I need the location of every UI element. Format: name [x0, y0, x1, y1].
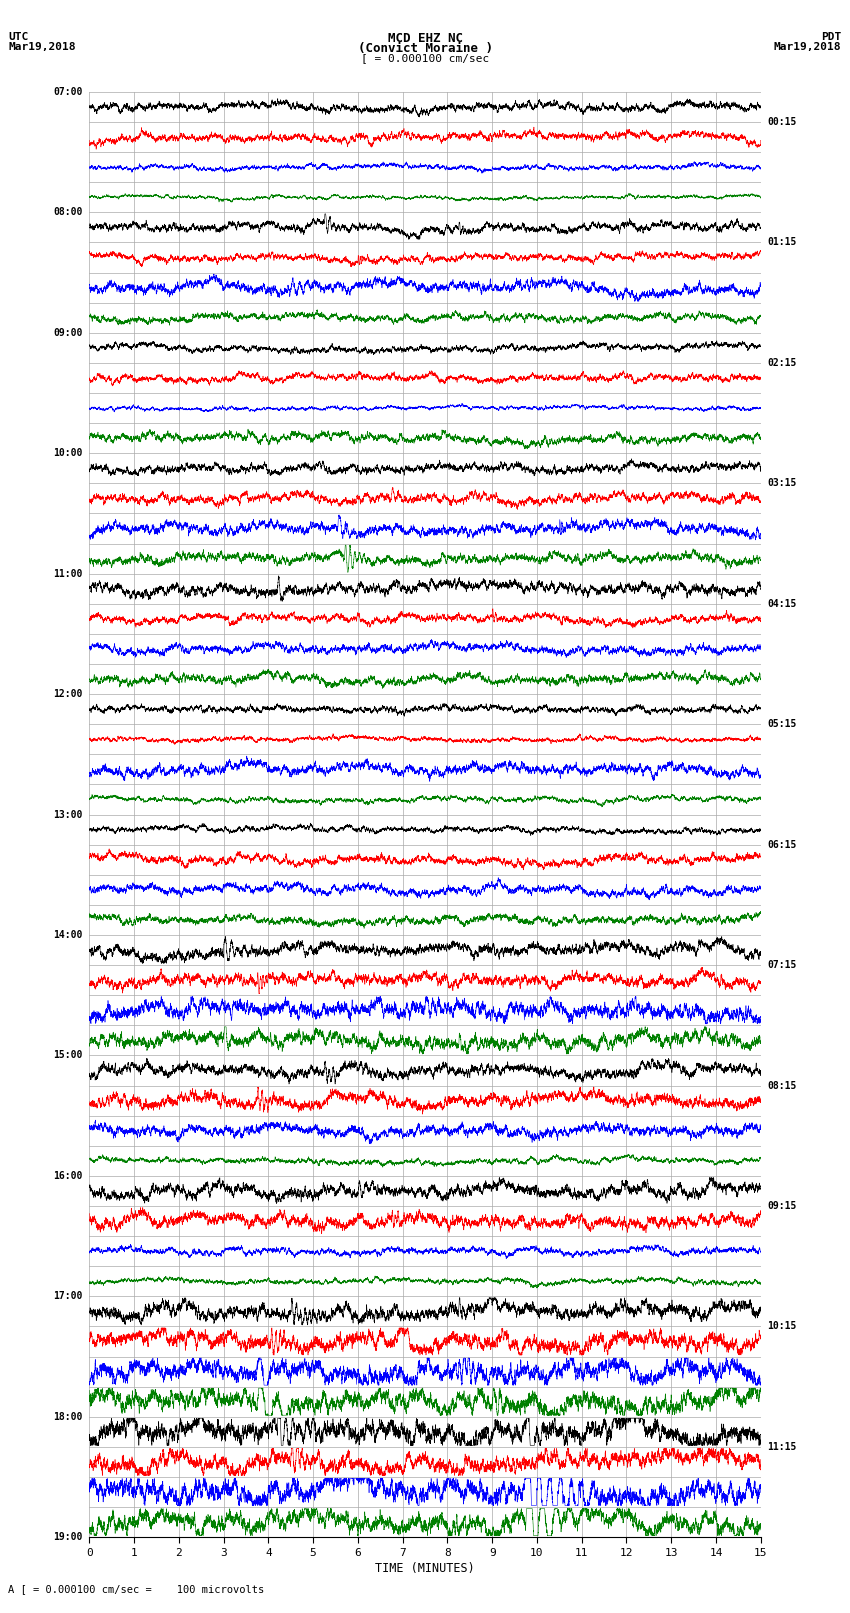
Text: 13:00: 13:00	[54, 810, 82, 819]
Text: Mar19,2018: Mar19,2018	[8, 42, 76, 52]
Text: 10:15: 10:15	[768, 1321, 796, 1331]
Text: MCD EHZ NC: MCD EHZ NC	[388, 32, 462, 45]
Text: 11:15: 11:15	[768, 1442, 796, 1452]
Text: 04:15: 04:15	[768, 598, 796, 608]
Text: 08:00: 08:00	[54, 208, 82, 218]
Text: 11:00: 11:00	[54, 569, 82, 579]
Text: [ = 0.000100 cm/sec: [ = 0.000100 cm/sec	[361, 53, 489, 63]
Text: PDT: PDT	[821, 32, 842, 42]
Text: 07:15: 07:15	[768, 960, 796, 969]
Text: 12:00: 12:00	[54, 689, 82, 698]
Text: 18:00: 18:00	[54, 1411, 82, 1421]
Text: 03:15: 03:15	[768, 479, 796, 489]
Text: 07:00: 07:00	[54, 87, 82, 97]
Text: 05:15: 05:15	[768, 719, 796, 729]
Text: UTC: UTC	[8, 32, 29, 42]
Text: 17:00: 17:00	[54, 1292, 82, 1302]
Text: (Convict Moraine ): (Convict Moraine )	[358, 42, 492, 55]
Text: 15:00: 15:00	[54, 1050, 82, 1060]
Text: 10:00: 10:00	[54, 448, 82, 458]
Text: 01:15: 01:15	[768, 237, 796, 247]
Text: A [ = 0.000100 cm/sec =    100 microvolts: A [ = 0.000100 cm/sec = 100 microvolts	[8, 1584, 264, 1594]
Text: 02:15: 02:15	[768, 358, 796, 368]
Text: 06:15: 06:15	[768, 840, 796, 850]
Text: 16:00: 16:00	[54, 1171, 82, 1181]
Text: 14:00: 14:00	[54, 931, 82, 940]
Text: 00:15: 00:15	[768, 118, 796, 127]
Text: 09:15: 09:15	[768, 1202, 796, 1211]
Text: 09:00: 09:00	[54, 327, 82, 337]
Text: 08:15: 08:15	[768, 1081, 796, 1090]
Text: 19:00: 19:00	[54, 1532, 82, 1542]
X-axis label: TIME (MINUTES): TIME (MINUTES)	[375, 1561, 475, 1574]
Text: Mar19,2018: Mar19,2018	[774, 42, 842, 52]
